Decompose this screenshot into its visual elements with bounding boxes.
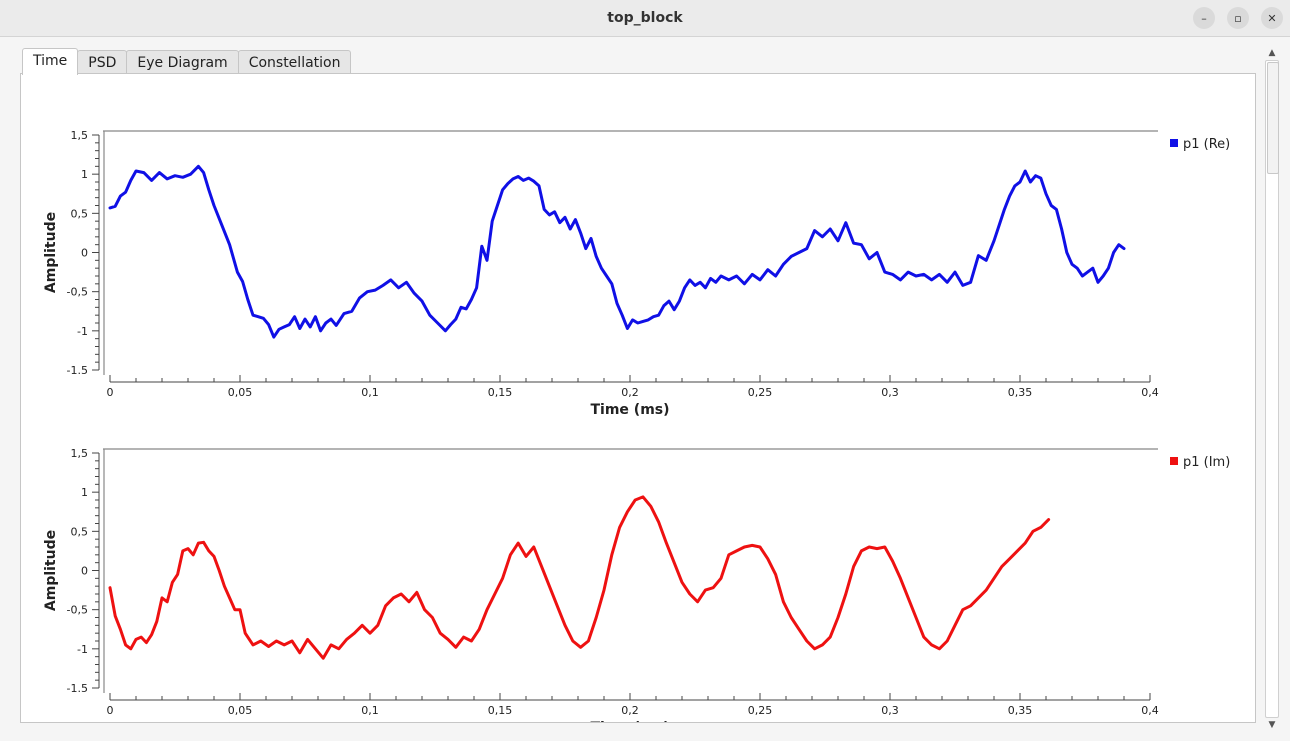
y-tick-label: 1 — [81, 168, 88, 181]
x-tick-label: 0,1 — [361, 386, 379, 399]
x-tick-label: 0,2 — [621, 704, 639, 717]
scroll-track[interactable] — [1265, 60, 1279, 718]
time-tab-panel: 1,5 1 0,5 0 -0,5 -1 -1.5 Amplitude 0 0,05 0,1 0,15 0… — [20, 73, 1256, 736]
tab-constellation[interactable]: Constellation — [237, 50, 352, 75]
x-tick-label: 0,4 — [1141, 704, 1159, 717]
minimize-icon: – — [1201, 11, 1207, 25]
series-line — [108, 164, 1126, 339]
y-tick-label: -0,5 — [67, 286, 88, 299]
plot-1: 1,5 1 0,5 0 -0,5 -1 -1.5 Amplitude 0 0,05 0,1 0,15 0… — [43, 129, 1230, 418]
content-area: Time PSD Eye Diagram Constellation 1,5 1 0… — [0, 37, 1290, 741]
window-titlebar: top_block – ▫ ✕ — [0, 0, 1290, 37]
window-title: top_block — [607, 10, 683, 26]
tab-eye-diagram[interactable]: Eye Diagram — [126, 50, 239, 75]
y-tick-label: 0 — [81, 565, 88, 578]
maximize-button[interactable]: ▫ — [1227, 7, 1249, 29]
y-tick-label: 1 — [81, 486, 88, 499]
y-tick-label: -1 — [77, 643, 88, 656]
y-tick-label: 0,5 — [71, 525, 89, 538]
plots-svg: 1,5 1 0,5 0 -0,5 -1 -1.5 Amplitude 0 0,05 0,1 0,15 0… — [43, 129, 1230, 736]
y-axis-label: Amplitude — [43, 530, 59, 611]
maximize-icon: ▫ — [1234, 11, 1242, 25]
y-tick-label: 1,5 — [71, 129, 89, 142]
legend-swatch — [1170, 457, 1178, 465]
x-tick-label: 0,35 — [1008, 386, 1033, 399]
tab-time[interactable]: Time — [22, 48, 79, 75]
tab-bar: Time PSD Eye Diagram Constellation — [22, 48, 352, 75]
scroll-up-icon[interactable]: ▲ — [1268, 48, 1276, 58]
series-line — [108, 495, 1051, 660]
y-tick-label: 0,5 — [71, 207, 89, 220]
scroll-thumb[interactable] — [1267, 62, 1279, 174]
close-icon: ✕ — [1267, 11, 1277, 25]
x-tick-label: 0,3 — [881, 386, 899, 399]
x-tick-label: 0,4 — [1141, 386, 1159, 399]
y-tick-label: -1.5 — [67, 364, 88, 377]
x-tick-label: 0,2 — [621, 386, 639, 399]
vertical-scrollbar[interactable]: ▲ ▼ — [1265, 47, 1279, 731]
legend-label: p1 (Re) — [1183, 137, 1230, 152]
x-tick-label: 0,35 — [1008, 704, 1033, 717]
legend-swatch — [1170, 139, 1178, 147]
y-tick-label: 0 — [81, 247, 88, 260]
tab-psd[interactable]: PSD — [77, 50, 128, 75]
minimize-button[interactable]: – — [1193, 7, 1215, 29]
y-tick-label: -1 — [77, 325, 88, 338]
plot-2: 1,5 1 0,5 0 -0,5 -1 -1.5 Amplitude 0 0,05 0,1 0,15 0… — [43, 447, 1230, 736]
x-tick-label: 0,1 — [361, 704, 379, 717]
x-tick-label: 0,25 — [748, 704, 773, 717]
x-tick-label: 0,05 — [228, 704, 253, 717]
y-tick-label: -0,5 — [67, 604, 88, 617]
close-button[interactable]: ✕ — [1261, 7, 1283, 29]
x-tick-label: 0,25 — [748, 386, 773, 399]
x-tick-label: 0 — [107, 386, 114, 399]
x-axis-label: Time (ms) — [590, 720, 669, 722]
y-tick-label: -1.5 — [67, 682, 88, 695]
x-tick-label: 0,15 — [488, 386, 513, 399]
x-tick-label: 0,05 — [228, 386, 253, 399]
y-tick-label: 1,5 — [71, 447, 89, 460]
x-axis-label: Time (ms) — [590, 402, 669, 418]
x-tick-label: 0,3 — [881, 704, 899, 717]
x-tick-label: 0,15 — [488, 704, 513, 717]
y-axis-label: Amplitude — [43, 212, 59, 293]
x-tick-label: 0 — [107, 704, 114, 717]
scroll-down-icon[interactable]: ▼ — [1268, 720, 1276, 730]
legend-label: p1 (Im) — [1183, 455, 1230, 470]
